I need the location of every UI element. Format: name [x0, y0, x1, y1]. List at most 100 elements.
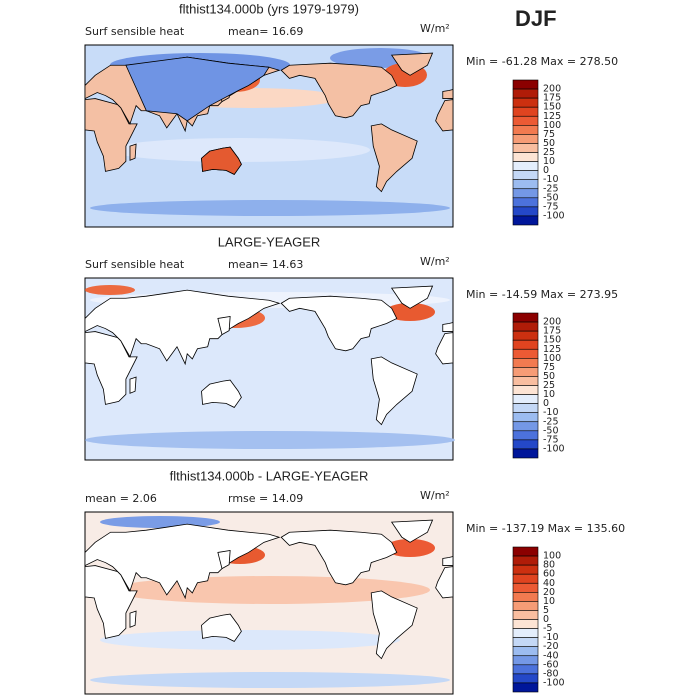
colorbar-box	[512, 125, 539, 135]
colorbar-label: -100	[543, 443, 565, 454]
center-label: rmse = 14.09	[228, 492, 303, 505]
colorbar-label: 100	[543, 120, 561, 131]
colorbar-label: -10	[543, 407, 559, 418]
colorbar-box	[512, 412, 539, 423]
left-label: mean = 2.06	[85, 492, 157, 505]
panel-title: flthist134.000b - LARGE-YEAGER	[170, 468, 369, 483]
colorbar-box	[512, 628, 539, 638]
colorbar-label: -100	[543, 677, 565, 688]
colorbar-box	[512, 161, 539, 171]
colorbar-box	[512, 115, 539, 126]
colorbar-box	[512, 439, 539, 450]
colorbar-label: 80	[543, 560, 555, 571]
colorbar-label: 40	[543, 578, 555, 589]
colorbar-label: 0	[543, 614, 549, 625]
colorbar-box	[512, 188, 539, 199]
colorbar-box	[512, 619, 539, 629]
colorbar-box	[512, 564, 539, 575]
colorbar-label: 5	[543, 605, 549, 616]
colorbar-label: 50	[543, 138, 555, 149]
colorbar-label: 100	[543, 551, 561, 562]
colorbar-label: -5	[543, 623, 552, 634]
colorbar-box	[512, 106, 539, 117]
colorbar-box	[512, 682, 539, 693]
colorbar-box	[512, 555, 539, 566]
colorbar-label: 75	[543, 362, 555, 373]
left-label: Surf sensible heat	[85, 25, 185, 38]
colorbar-box	[512, 673, 539, 684]
colorbar-label: 75	[543, 129, 555, 140]
panel-title: flthist134.000b (yrs 1979-1979)	[179, 1, 359, 16]
min-max: Min = -61.28 Max = 278.50	[466, 55, 618, 68]
colorbar-label: -25	[543, 183, 559, 194]
colorbar-box	[512, 592, 539, 602]
colorbar-box	[512, 582, 539, 593]
colorbar-box	[512, 339, 539, 350]
colorbar-box	[512, 170, 539, 180]
colorbar-box	[512, 385, 539, 395]
colorbar-box	[512, 646, 539, 657]
colorbar-label: 150	[543, 102, 561, 113]
colorbar-box	[512, 637, 539, 647]
colorbar-label: -10	[543, 632, 559, 643]
colorbar-label: -50	[543, 192, 559, 203]
colorbar-label: 125	[543, 344, 561, 355]
colorbar-box	[512, 79, 539, 90]
colorbar-box	[512, 179, 539, 190]
colorbar-box	[512, 664, 539, 675]
colorbar-box	[512, 88, 539, 99]
colorbar-box	[512, 215, 539, 226]
colorbar-box	[512, 403, 539, 413]
colorbar-label: -100	[543, 210, 565, 221]
colorbar-label: 175	[543, 93, 561, 104]
min-max: Min = -14.59 Max = 273.95	[466, 288, 618, 301]
units-label: W/m²	[420, 255, 450, 268]
colorbar-box	[512, 421, 539, 432]
colorbar-label: -40	[543, 650, 559, 661]
colorbar-label: 60	[543, 569, 555, 580]
colorbar-box	[512, 655, 539, 666]
min-max: Min = -137.19 Max = 135.60	[466, 522, 625, 535]
units-label: W/m²	[420, 22, 450, 35]
colorbar-label: 100	[543, 353, 561, 364]
map-panel-2	[84, 277, 455, 461]
colorbar-box	[512, 573, 539, 584]
units-label: W/m²	[420, 489, 450, 502]
colorbar-label: -80	[543, 668, 559, 679]
colorbar-label: 50	[543, 371, 555, 382]
colorbar-box	[512, 358, 539, 368]
panel-title: LARGE-YEAGER	[218, 234, 321, 249]
colorbar-label: -25	[543, 416, 559, 427]
colorbar-label: 200	[543, 317, 561, 328]
colorbar-box	[512, 367, 539, 377]
colorbar-label: 10	[543, 596, 555, 607]
season-label: DJF	[515, 6, 557, 31]
colorbar-label: -50	[543, 425, 559, 436]
colorbar-label: 150	[543, 335, 561, 346]
colorbar-label: -75	[543, 201, 559, 212]
colorbar-box	[512, 206, 539, 217]
map-panel-1	[84, 44, 454, 228]
colorbar-label: 10	[543, 389, 555, 400]
colorbar-label: 10	[543, 156, 555, 167]
colorbar-box	[512, 152, 539, 162]
left-label: Surf sensible heat	[85, 258, 185, 271]
colorbar-box	[512, 448, 539, 459]
colorbar-label: 0	[543, 165, 549, 176]
colorbar-box	[512, 546, 539, 557]
colorbar-box	[512, 348, 539, 359]
colorbar-label: -75	[543, 434, 559, 445]
colorbar-box	[512, 321, 539, 332]
colorbar-label: 0	[543, 398, 549, 409]
colorbar-box	[512, 97, 539, 108]
colorbar-label: -60	[543, 659, 559, 670]
colorbar-box	[512, 601, 539, 611]
colorbar-box	[512, 134, 539, 144]
colorbar-label: -20	[543, 641, 559, 652]
colorbar-box	[512, 197, 539, 208]
center-label: mean= 14.63	[228, 258, 303, 271]
colorbar-box	[512, 143, 539, 153]
colorbar-label: 200	[543, 84, 561, 95]
map-panel-3	[84, 511, 454, 695]
